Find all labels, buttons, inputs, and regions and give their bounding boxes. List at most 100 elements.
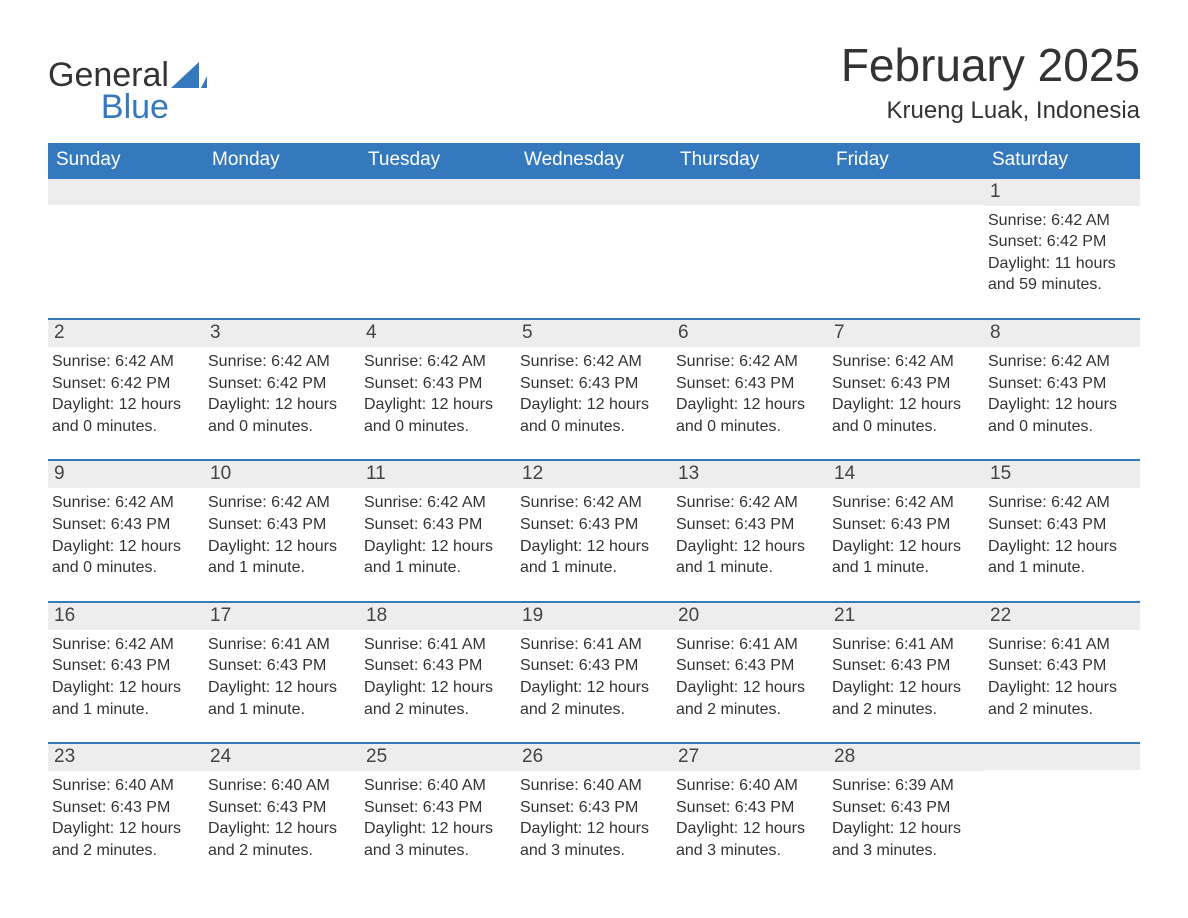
day-number: 8 [984,320,1140,347]
day-body: Sunrise: 6:42 AMSunset: 6:43 PMDaylight:… [828,347,984,437]
sunrise-text: Sunrise: 6:39 AM [832,775,978,797]
day-body: Sunrise: 6:42 AMSunset: 6:42 PMDaylight:… [204,347,360,437]
day-body [360,205,516,209]
day-number: 13 [672,461,828,488]
sail-icon [171,62,207,90]
sunrise-text: Sunrise: 6:42 AM [52,634,198,656]
day-body: Sunrise: 6:42 AMSunset: 6:43 PMDaylight:… [984,488,1140,578]
logo: General Blue [48,40,207,124]
day-body: Sunrise: 6:41 AMSunset: 6:43 PMDaylight:… [360,630,516,720]
sunrise-text: Sunrise: 6:40 AM [676,775,822,797]
day-number [360,179,516,205]
sunset-text: Sunset: 6:43 PM [364,514,510,536]
sunrise-text: Sunrise: 6:41 AM [832,634,978,656]
week-row: 9Sunrise: 6:42 AMSunset: 6:43 PMDaylight… [48,459,1140,578]
day-body [48,205,204,209]
calendar-page: General Blue February 2025 Krueng Luak, … [0,0,1188,911]
day-body: Sunrise: 6:40 AMSunset: 6:43 PMDaylight:… [48,771,204,861]
day-body: Sunrise: 6:42 AMSunset: 6:43 PMDaylight:… [672,488,828,578]
day-cell: 7Sunrise: 6:42 AMSunset: 6:43 PMDaylight… [828,320,984,437]
day-number: 15 [984,461,1140,488]
day-body [516,205,672,209]
daylight-text: Daylight: 11 hours and 59 minutes. [988,253,1134,296]
sunrise-text: Sunrise: 6:40 AM [520,775,666,797]
sunrise-text: Sunrise: 6:42 AM [52,492,198,514]
day-number: 19 [516,603,672,630]
day-cell [984,744,1140,861]
day-body: Sunrise: 6:42 AMSunset: 6:43 PMDaylight:… [828,488,984,578]
day-number: 11 [360,461,516,488]
week-row: 1Sunrise: 6:42 AMSunset: 6:42 PMDaylight… [48,179,1140,296]
dow-wednesday: Wednesday [516,143,672,179]
sunset-text: Sunset: 6:43 PM [208,797,354,819]
day-cell: 8Sunrise: 6:42 AMSunset: 6:43 PMDaylight… [984,320,1140,437]
daylight-text: Daylight: 12 hours and 2 minutes. [364,677,510,720]
day-number: 25 [360,744,516,771]
day-number: 23 [48,744,204,771]
sunrise-text: Sunrise: 6:41 AM [988,634,1134,656]
sunrise-text: Sunrise: 6:42 AM [520,492,666,514]
day-number: 5 [516,320,672,347]
day-body: Sunrise: 6:41 AMSunset: 6:43 PMDaylight:… [204,630,360,720]
day-number: 14 [828,461,984,488]
sunset-text: Sunset: 6:43 PM [520,797,666,819]
day-body: Sunrise: 6:42 AMSunset: 6:43 PMDaylight:… [48,630,204,720]
daylight-text: Daylight: 12 hours and 0 minutes. [832,394,978,437]
daylight-text: Daylight: 12 hours and 3 minutes. [364,818,510,861]
day-body [672,205,828,209]
sunset-text: Sunset: 6:43 PM [520,373,666,395]
day-number: 28 [828,744,984,771]
day-body: Sunrise: 6:41 AMSunset: 6:43 PMDaylight:… [516,630,672,720]
daylight-text: Daylight: 12 hours and 0 minutes. [52,536,198,579]
day-number [204,179,360,205]
dow-tuesday: Tuesday [360,143,516,179]
day-number: 27 [672,744,828,771]
day-cell: 23Sunrise: 6:40 AMSunset: 6:43 PMDayligh… [48,744,204,861]
daylight-text: Daylight: 12 hours and 1 minute. [676,536,822,579]
logo-text: General Blue [48,58,169,124]
sunset-text: Sunset: 6:43 PM [364,797,510,819]
weeks-container: 1Sunrise: 6:42 AMSunset: 6:42 PMDaylight… [48,179,1140,862]
daylight-text: Daylight: 12 hours and 0 minutes. [364,394,510,437]
day-body: Sunrise: 6:42 AMSunset: 6:43 PMDaylight:… [48,488,204,578]
day-number [984,744,1140,770]
sunset-text: Sunset: 6:43 PM [52,655,198,677]
day-body: Sunrise: 6:42 AMSunset: 6:43 PMDaylight:… [204,488,360,578]
daylight-text: Daylight: 12 hours and 3 minutes. [520,818,666,861]
daylight-text: Daylight: 12 hours and 1 minute. [208,536,354,579]
sunrise-text: Sunrise: 6:42 AM [676,351,822,373]
day-cell: 5Sunrise: 6:42 AMSunset: 6:43 PMDaylight… [516,320,672,437]
sunrise-text: Sunrise: 6:42 AM [520,351,666,373]
day-cell: 12Sunrise: 6:42 AMSunset: 6:43 PMDayligh… [516,461,672,578]
dow-row: Sunday Monday Tuesday Wednesday Thursday… [48,143,1140,179]
daylight-text: Daylight: 12 hours and 0 minutes. [988,394,1134,437]
day-cell: 9Sunrise: 6:42 AMSunset: 6:43 PMDaylight… [48,461,204,578]
sunset-text: Sunset: 6:43 PM [52,514,198,536]
day-number: 2 [48,320,204,347]
day-body: Sunrise: 6:42 AMSunset: 6:43 PMDaylight:… [360,488,516,578]
sunset-text: Sunset: 6:42 PM [52,373,198,395]
daylight-text: Daylight: 12 hours and 2 minutes. [52,818,198,861]
sunset-text: Sunset: 6:43 PM [676,655,822,677]
day-number [828,179,984,205]
day-body: Sunrise: 6:42 AMSunset: 6:43 PMDaylight:… [516,347,672,437]
day-body: Sunrise: 6:42 AMSunset: 6:43 PMDaylight:… [984,347,1140,437]
day-cell: 15Sunrise: 6:42 AMSunset: 6:43 PMDayligh… [984,461,1140,578]
day-cell [360,179,516,296]
daylight-text: Daylight: 12 hours and 2 minutes. [988,677,1134,720]
sunset-text: Sunset: 6:43 PM [832,655,978,677]
day-number: 16 [48,603,204,630]
sunrise-text: Sunrise: 6:41 AM [364,634,510,656]
day-cell: 22Sunrise: 6:41 AMSunset: 6:43 PMDayligh… [984,603,1140,720]
day-cell: 28Sunrise: 6:39 AMSunset: 6:43 PMDayligh… [828,744,984,861]
sunrise-text: Sunrise: 6:41 AM [208,634,354,656]
sunrise-text: Sunrise: 6:42 AM [988,210,1134,232]
day-cell: 19Sunrise: 6:41 AMSunset: 6:43 PMDayligh… [516,603,672,720]
day-cell: 25Sunrise: 6:40 AMSunset: 6:43 PMDayligh… [360,744,516,861]
daylight-text: Daylight: 12 hours and 2 minutes. [208,818,354,861]
day-number [48,179,204,205]
day-cell: 13Sunrise: 6:42 AMSunset: 6:43 PMDayligh… [672,461,828,578]
day-body [204,205,360,209]
sunset-text: Sunset: 6:43 PM [676,514,822,536]
day-cell [516,179,672,296]
